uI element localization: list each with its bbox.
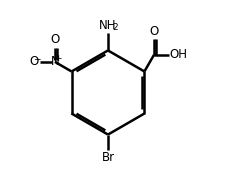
Text: O: O	[50, 33, 59, 46]
Text: −: −	[33, 54, 40, 64]
Text: O: O	[29, 55, 39, 68]
Text: 2: 2	[112, 23, 118, 32]
Text: N: N	[50, 55, 59, 68]
Text: O: O	[149, 25, 159, 38]
Text: Br: Br	[101, 151, 114, 164]
Text: OH: OH	[169, 48, 187, 61]
Text: NH: NH	[99, 19, 117, 32]
Text: +: +	[54, 54, 62, 63]
